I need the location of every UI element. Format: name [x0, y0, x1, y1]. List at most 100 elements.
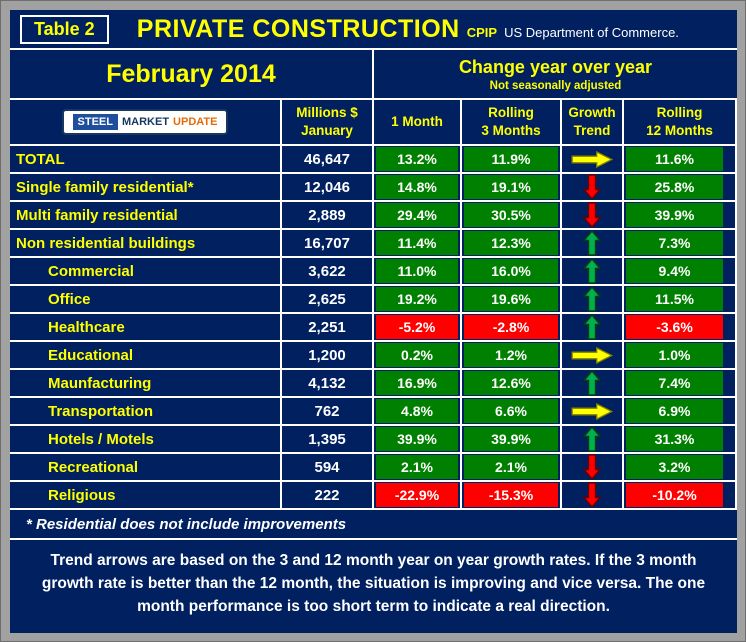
col-header-text: 3 Months — [481, 123, 541, 138]
row-rolling-3-months-value: -15.3% — [464, 483, 558, 507]
row-rolling-12-months-cell: 9.4% — [624, 258, 737, 284]
row-millions-value: 4,132 — [282, 370, 374, 396]
row-growth-trend-cell — [562, 174, 624, 200]
row-rolling-3-months-value: 19.1% — [464, 175, 558, 199]
row-rolling-3-months-value: -2.8% — [464, 315, 558, 339]
row-growth-trend-cell — [562, 342, 624, 368]
row-category-label: Multi family residential — [10, 202, 282, 228]
up-arrow-icon — [583, 314, 601, 340]
table-row: Transportation 762 4.8% 6.6% 6.9% — [10, 398, 737, 426]
row-growth-trend-cell — [562, 202, 624, 228]
row-rolling-3-months-value: 2.1% — [464, 455, 558, 479]
row-growth-trend-cell — [562, 426, 624, 452]
row-category-label: Hotels / Motels — [10, 426, 282, 452]
row-category-label: Transportation — [10, 398, 282, 424]
table-number-badge: Table 2 — [20, 14, 109, 44]
row-1-month-value: 0.2% — [376, 343, 458, 367]
row-millions-value: 12,046 — [282, 174, 374, 200]
row-1-month-cell: 11.0% — [374, 258, 462, 284]
row-category-label: Maunfacturing — [10, 370, 282, 396]
row-rolling-3-months-cell: 19.1% — [462, 174, 562, 200]
change-header-group: Change year over year Not seasonally adj… — [374, 50, 737, 98]
row-1-month-cell: 4.8% — [374, 398, 462, 424]
row-rolling-3-months-value: 12.3% — [464, 231, 558, 255]
col-header-growth-trend: Growth Trend — [562, 100, 624, 144]
row-1-month-value: -22.9% — [376, 483, 458, 507]
row-category-label: Office — [10, 286, 282, 312]
row-rolling-3-months-cell: 16.0% — [462, 258, 562, 284]
row-rolling-3-months-cell: 12.6% — [462, 370, 562, 396]
row-1-month-value: 16.9% — [376, 371, 458, 395]
table-row: Multi family residential 2,889 29.4% 30.… — [10, 202, 737, 230]
row-rolling-12-months-cell: 6.9% — [624, 398, 737, 424]
up-arrow-icon — [583, 230, 601, 256]
row-rolling-12-months-value: 9.4% — [626, 259, 723, 283]
row-rolling-3-months-value: 30.5% — [464, 203, 558, 227]
row-1-month-value: 13.2% — [376, 147, 458, 171]
steel-market-update-logo: STEEL MARKET UPDATE — [61, 108, 229, 136]
row-rolling-12-months-cell: 25.8% — [624, 174, 737, 200]
table-row: Commercial 3,622 11.0% 16.0% 9.4% — [10, 258, 737, 286]
footnote: * Residential does not include improveme… — [10, 510, 737, 540]
row-millions-value: 16,707 — [282, 230, 374, 256]
private-construction-table: Table 2 PRIVATE CONSTRUCTION CPIP US Dep… — [10, 10, 737, 633]
row-growth-trend-cell — [562, 146, 624, 172]
row-rolling-3-months-value: 11.9% — [464, 147, 558, 171]
row-growth-trend-cell — [562, 286, 624, 312]
row-1-month-cell: 11.4% — [374, 230, 462, 256]
row-rolling-3-months-value: 39.9% — [464, 427, 558, 451]
row-1-month-value: 2.1% — [376, 455, 458, 479]
row-rolling-12-months-cell: 3.2% — [624, 454, 737, 480]
title-group: PRIVATE CONSTRUCTION CPIP US Department … — [109, 15, 737, 44]
row-rolling-12-months-value: -10.2% — [626, 483, 723, 507]
table-row: Religious 222 -22.9% -15.3% -10.2% — [10, 482, 737, 510]
table-row: Educational 1,200 0.2% 1.2% 1.0% — [10, 342, 737, 370]
row-rolling-3-months-cell: 12.3% — [462, 230, 562, 256]
row-category-label: TOTAL — [10, 146, 282, 172]
row-1-month-cell: 19.2% — [374, 286, 462, 312]
trend-arrows-description: Trend arrows are based on the 3 and 12 m… — [41, 551, 706, 616]
table-row: Non residential buildings 16,707 11.4% 1… — [10, 230, 737, 258]
row-millions-value: 762 — [282, 398, 374, 424]
not-seasonally-adjusted-label: Not seasonally adjusted — [489, 79, 622, 92]
col-header-text: 12 Months — [646, 123, 713, 138]
row-category-label: Commercial — [10, 258, 282, 284]
col-header-rolling-12-months: Rolling 12 Months — [624, 100, 737, 144]
row-rolling-12-months-value: 3.2% — [626, 455, 723, 479]
row-growth-trend-cell — [562, 482, 624, 508]
row-category-text: Religious — [48, 486, 116, 504]
row-growth-trend-cell — [562, 258, 624, 284]
row-1-month-value: 4.8% — [376, 399, 458, 423]
row-category-label: Religious — [10, 482, 282, 508]
row-rolling-3-months-value: 12.6% — [464, 371, 558, 395]
col-header-text: Trend — [573, 123, 611, 138]
row-rolling-12-months-value: 1.0% — [626, 343, 723, 367]
row-rolling-12-months-value: 11.5% — [626, 287, 723, 311]
row-category-text: Healthcare — [48, 318, 125, 336]
row-category-label: Educational — [10, 342, 282, 368]
column-header-row: STEEL MARKET UPDATE Millions $ January 1… — [10, 100, 737, 146]
row-growth-trend-cell — [562, 314, 624, 340]
right-arrow-icon — [571, 402, 613, 420]
row-1-month-cell: 16.9% — [374, 370, 462, 396]
row-rolling-12-months-cell: 11.6% — [624, 146, 737, 172]
row-1-month-cell: 0.2% — [374, 342, 462, 368]
table-row: Hotels / Motels 1,395 39.9% 39.9% 31.3% — [10, 426, 737, 454]
row-growth-trend-cell — [562, 230, 624, 256]
col-header-text: Rolling — [488, 105, 534, 121]
row-rolling-12-months-cell: 7.4% — [624, 370, 737, 396]
row-rolling-12-months-value: 31.3% — [626, 427, 723, 451]
row-millions-value: 222 — [282, 482, 374, 508]
row-category-text: Maunfacturing — [48, 374, 152, 392]
row-rolling-12-months-cell: 11.5% — [624, 286, 737, 312]
row-rolling-12-months-cell: 31.3% — [624, 426, 737, 452]
row-rolling-3-months-cell: 39.9% — [462, 426, 562, 452]
row-1-month-value: -5.2% — [376, 315, 458, 339]
right-arrow-icon — [571, 150, 613, 168]
row-category-text: TOTAL — [16, 150, 65, 168]
down-arrow-icon — [583, 482, 601, 508]
row-1-month-value: 11.0% — [376, 259, 458, 283]
title-department-label: US Department of Commerce. — [504, 24, 679, 40]
up-arrow-icon — [583, 258, 601, 284]
